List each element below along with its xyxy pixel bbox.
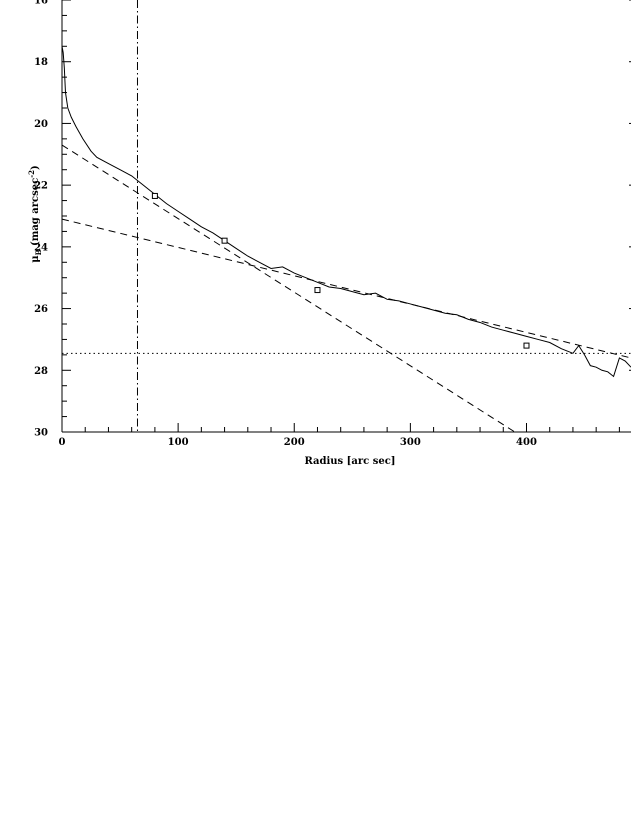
y-tick-label: 20: [34, 119, 48, 130]
y-axis-label-mu: μ: [30, 255, 41, 262]
series-line-0: [61, 46, 631, 378]
y-axis-label-close: ): [30, 165, 41, 170]
y-tick-label: 16: [34, 0, 48, 7]
y-axis-label: μB (mag arcsec-2): [27, 165, 43, 262]
data-series: [61, 46, 631, 378]
y-tick-label: 18: [34, 57, 48, 68]
square-marker: [523, 342, 530, 349]
tick-labels: 0 100 200 300 400 16 18 20 22 24 26 28 30: [34, 0, 537, 448]
y-axis-label-rest: (mag arcsec: [30, 178, 41, 250]
fit-line-dashed-2: [61, 218, 631, 359]
y-axis-label-sup: -2: [27, 170, 36, 178]
x-tick-label: 400: [516, 437, 537, 448]
square-marker: [314, 287, 321, 294]
y-axis-label-sub: B: [34, 249, 43, 255]
reference-lines: [61, 0, 631, 433]
y-tick-label: 28: [34, 366, 48, 377]
x-tick-label: 300: [400, 437, 421, 448]
x-axis-label: Radius [arc sec]: [304, 456, 395, 467]
x-tick-label: 0: [59, 437, 66, 448]
y-tick-label: 26: [34, 304, 48, 315]
x-tick-label: 200: [284, 437, 305, 448]
plot-axes: [61, 0, 631, 433]
x-tick-label: 100: [168, 437, 189, 448]
axis-ticks: [61, 0, 631, 433]
square-marker: [221, 237, 228, 244]
square-marker: [151, 192, 158, 199]
fit-line-dashed-1: [61, 144, 516, 433]
y-tick-label: 24: [34, 242, 48, 253]
y-tick-label: 22: [34, 181, 48, 192]
data-markers: [151, 192, 530, 349]
y-tick-label: 30: [34, 428, 48, 439]
